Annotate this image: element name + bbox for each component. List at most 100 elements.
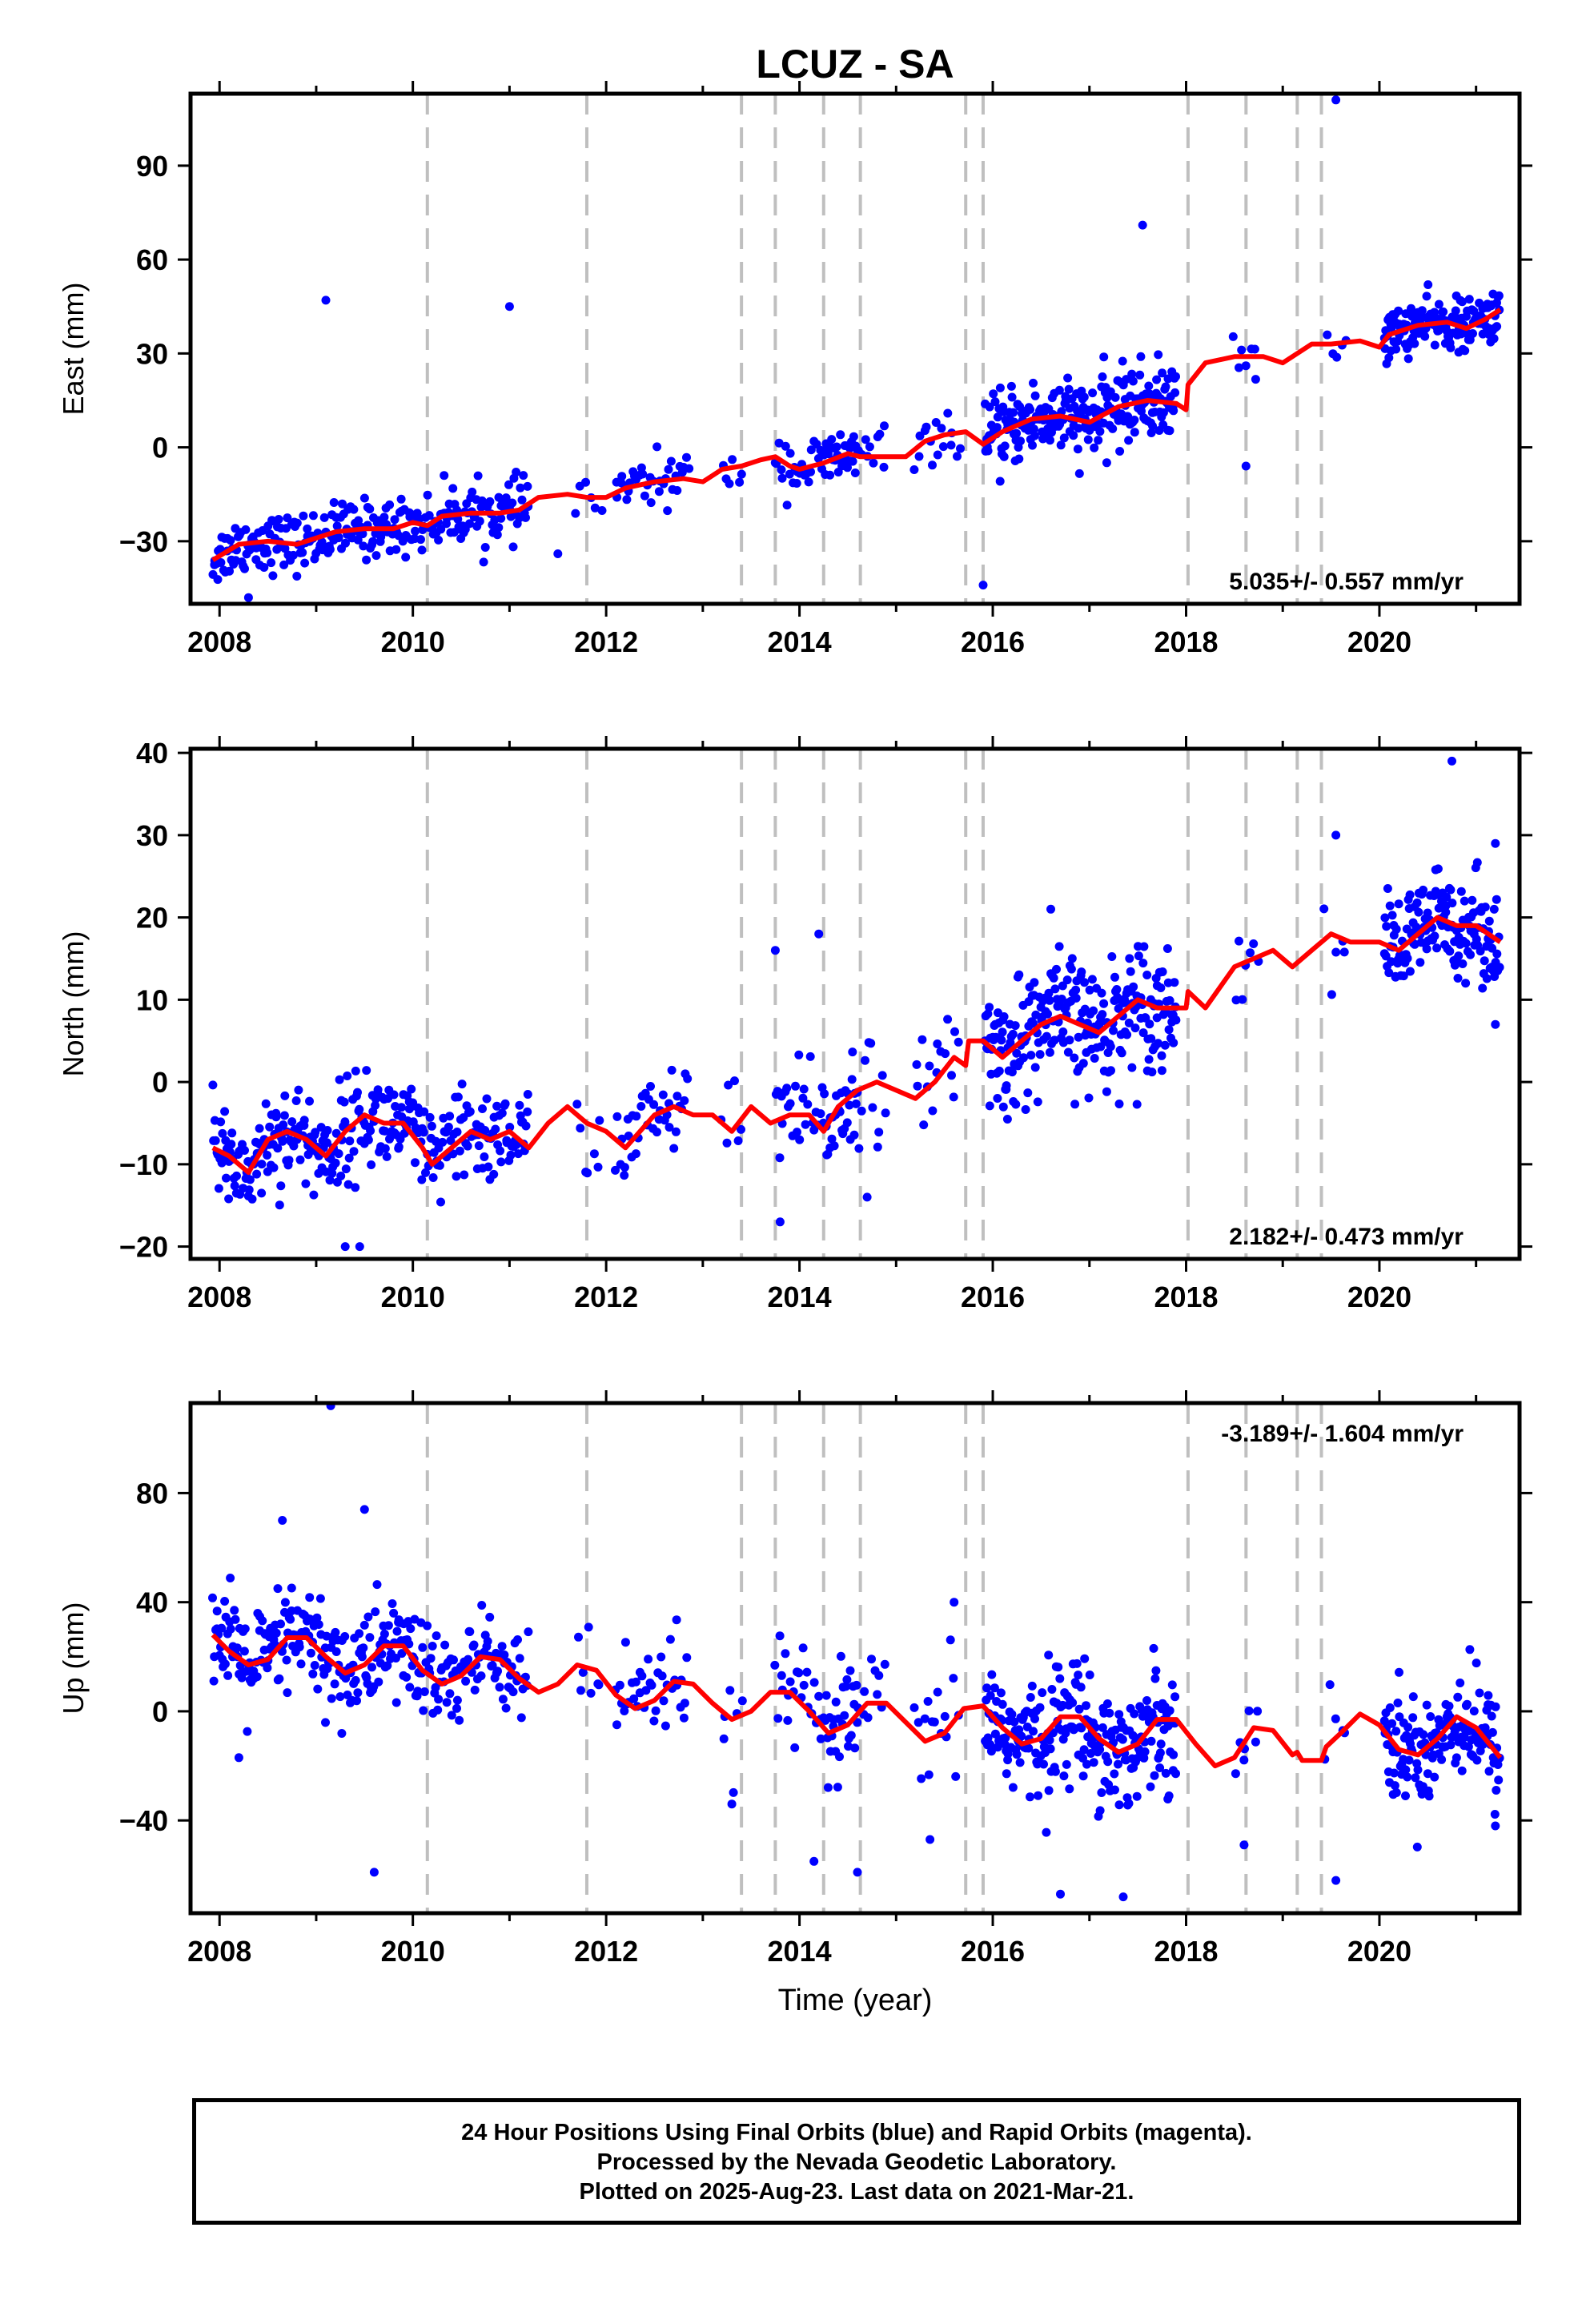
data-point	[291, 1096, 301, 1105]
data-point	[1130, 428, 1139, 437]
data-point	[1078, 1771, 1088, 1781]
data-point	[341, 1164, 351, 1174]
outlier-point	[234, 1753, 243, 1763]
data-point	[1110, 972, 1119, 982]
data-point	[1029, 1727, 1038, 1736]
data-point	[995, 383, 1005, 392]
data-point	[382, 1152, 391, 1161]
y-tick-label: 90	[136, 150, 168, 183]
data-point	[1160, 1040, 1170, 1050]
data-point	[644, 1655, 653, 1664]
data-point	[227, 1128, 237, 1138]
data-point	[1325, 1680, 1335, 1690]
data-point	[521, 513, 530, 522]
data-point	[1446, 885, 1456, 895]
plot-frame	[188, 1401, 1522, 1916]
data-point	[278, 1136, 287, 1146]
data-point	[1095, 1745, 1105, 1755]
data-point	[1150, 1771, 1159, 1780]
data-point	[452, 1128, 462, 1136]
outlier-point	[862, 1192, 872, 1202]
caption-line-1: 24 Hour Positions Using Final Orbits (bl…	[461, 2120, 1252, 2145]
data-point	[999, 452, 1009, 461]
data-point	[1158, 368, 1167, 378]
data-point	[396, 494, 406, 504]
outlier-point	[727, 1799, 737, 1809]
data-point	[220, 1107, 230, 1116]
data-point	[1430, 931, 1439, 941]
data-point	[211, 1136, 220, 1145]
data-point	[1437, 1755, 1447, 1764]
data-point	[1026, 1693, 1035, 1702]
data-point	[652, 1128, 661, 1137]
data-point	[656, 1652, 666, 1662]
data-point	[725, 479, 734, 489]
data-point	[473, 471, 483, 480]
data-point	[224, 1194, 234, 1204]
data-point	[1331, 947, 1341, 957]
panel-north: 2008 2010 2012 2014 2016 2018 2020 −20 −10 0 10 20 3…	[57, 736, 1532, 1313]
data-point	[1071, 993, 1081, 1003]
data-point	[352, 1696, 361, 1706]
data-point	[646, 1082, 655, 1091]
data-point	[1130, 1023, 1140, 1033]
rate-label: -3.189+/- 1.604 mm/yr	[1221, 1421, 1464, 1447]
data-point	[309, 1190, 319, 1200]
data-point	[1002, 1081, 1011, 1091]
data-point	[1323, 330, 1332, 340]
data-point	[983, 1009, 993, 1019]
data-point	[1124, 436, 1134, 445]
data-point	[296, 1659, 306, 1669]
data-point	[1088, 388, 1098, 398]
data-point	[1114, 1710, 1124, 1719]
data-point	[1394, 899, 1403, 909]
data-point	[1125, 954, 1134, 963]
x-tick-label: 2020	[1347, 1935, 1411, 1968]
data-point	[208, 1593, 217, 1602]
data-point	[1453, 1692, 1463, 1702]
data-point	[659, 1696, 669, 1706]
data-point	[821, 1691, 831, 1700]
data-point	[849, 432, 858, 441]
x-tick-label: 2014	[768, 1281, 832, 1313]
data-point	[631, 1149, 640, 1159]
data-point	[279, 560, 289, 569]
data-point	[1472, 1755, 1482, 1765]
data-point	[825, 470, 835, 480]
data-point	[512, 1140, 521, 1149]
data-point	[584, 1622, 593, 1632]
data-point	[267, 558, 276, 568]
data-point	[313, 1684, 323, 1694]
data-point	[1411, 1773, 1420, 1783]
data-point	[434, 535, 444, 545]
data-point	[1472, 1659, 1481, 1668]
data-point	[930, 1717, 939, 1727]
data-point	[1480, 1723, 1490, 1732]
data-point	[359, 1643, 368, 1653]
data-point	[1145, 1019, 1154, 1029]
data-point	[327, 1168, 337, 1178]
data-point	[475, 517, 484, 526]
data-point	[799, 1084, 809, 1094]
data-point	[1439, 307, 1448, 316]
data-point	[305, 1096, 314, 1106]
data-point	[1403, 1772, 1412, 1782]
data-point	[1468, 895, 1477, 905]
data-point	[873, 1142, 882, 1152]
data-point	[371, 1100, 380, 1110]
data-point	[943, 408, 953, 418]
data-point	[946, 440, 956, 450]
plot-frame	[188, 91, 1522, 606]
data-point	[351, 1066, 360, 1076]
data-point	[423, 490, 432, 500]
data-point	[493, 1667, 502, 1676]
data-point	[993, 412, 1002, 422]
data-point	[1030, 1714, 1039, 1723]
data-point	[452, 1703, 461, 1713]
data-point	[1414, 907, 1423, 917]
data-point	[793, 1128, 801, 1137]
data-point	[432, 1136, 440, 1146]
data-point	[271, 1112, 281, 1122]
data-point	[999, 1012, 1009, 1021]
data-point	[500, 1099, 510, 1108]
